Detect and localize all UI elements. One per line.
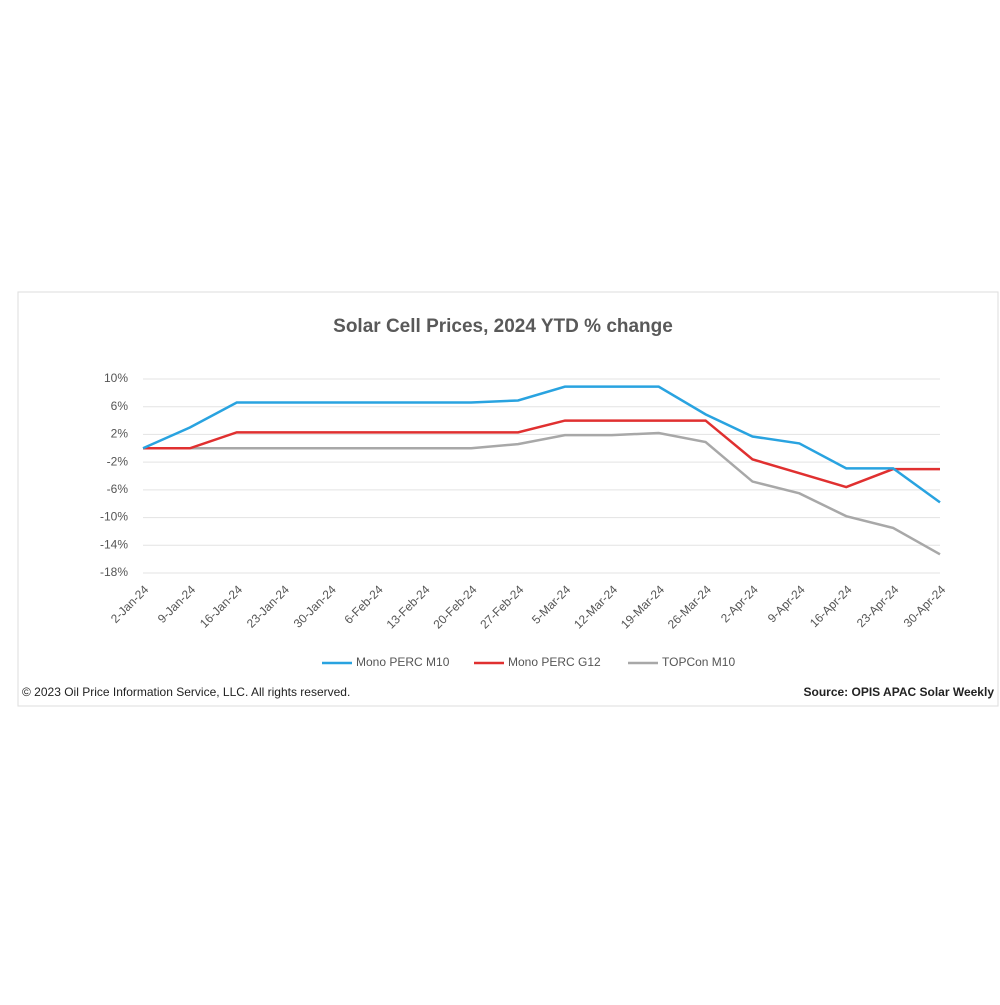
y-tick-label: -6% bbox=[107, 482, 129, 496]
y-tick-label: -2% bbox=[107, 454, 129, 468]
series-line bbox=[143, 419, 940, 489]
y-tick-label: -18% bbox=[100, 565, 128, 579]
y-tick-label: -14% bbox=[100, 537, 128, 551]
chart-frame bbox=[17, 291, 999, 707]
y-tick-label: 2% bbox=[111, 427, 129, 441]
legend-label: TOPCon M10 bbox=[662, 655, 735, 669]
footer-left: © 2023 Oil Price Information Service, LL… bbox=[22, 685, 350, 699]
series-line bbox=[143, 431, 941, 556]
series-line bbox=[142, 385, 941, 504]
legend-label: Mono PERC G12 bbox=[508, 655, 601, 669]
y-tick-label: 10% bbox=[104, 371, 128, 385]
footer-right: Source: OPIS APAC Solar Weekly bbox=[803, 685, 994, 699]
legend-label: Mono PERC M10 bbox=[356, 655, 450, 669]
y-tick-label: 6% bbox=[111, 399, 129, 413]
y-tick-label: -10% bbox=[100, 510, 128, 524]
chart-title: Solar Cell Prices, 2024 YTD % change bbox=[333, 316, 673, 337]
